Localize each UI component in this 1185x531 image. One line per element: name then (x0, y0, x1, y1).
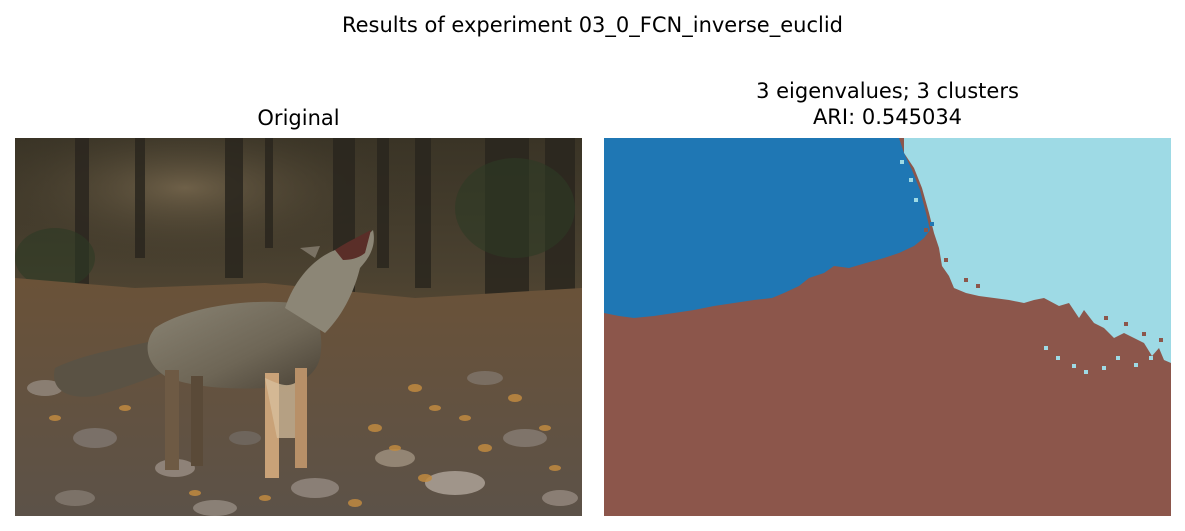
segmentation-panel-title: 3 eigenvalues; 3 clusters ARI: 0.545034 (604, 78, 1171, 130)
segmentation-title-line2: ARI: 0.545034 (812, 105, 963, 129)
coyote-figure (54, 230, 374, 478)
original-panel-title: Original (257, 106, 340, 130)
segmentation-title-line1: 3 eigenvalues; 3 clusters (756, 79, 1019, 103)
cluster-1-region (904, 138, 1171, 363)
segmentation-map (604, 138, 1171, 516)
cluster-0-region (604, 138, 930, 318)
coyote-photo-drawing (15, 138, 582, 516)
segmentation-drawing (604, 138, 1171, 516)
figure-title: Results of experiment 03_0_FCN_inverse_e… (341, 13, 843, 37)
original-photo (15, 138, 582, 516)
